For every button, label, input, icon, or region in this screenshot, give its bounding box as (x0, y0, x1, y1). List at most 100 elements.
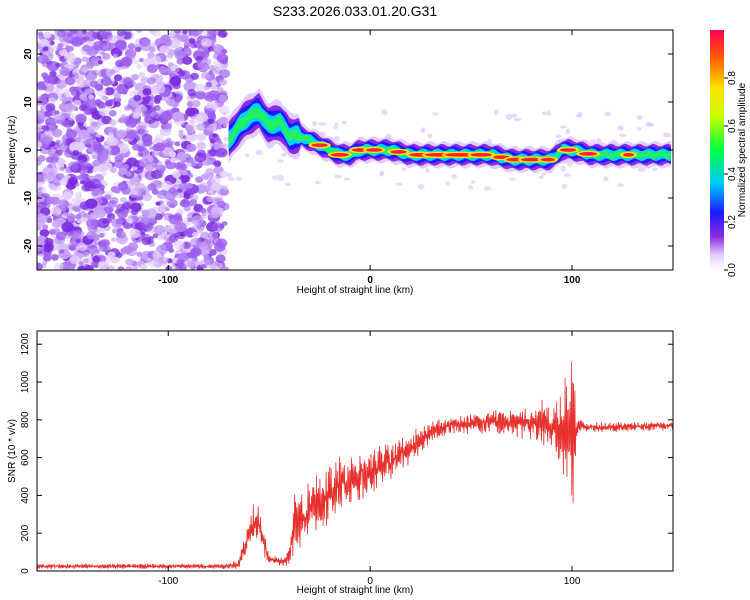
noise-blob (168, 248, 175, 253)
noise-blob (111, 237, 117, 242)
noise-blob (186, 143, 197, 152)
noise-speckle (566, 160, 574, 167)
noise-blob (133, 94, 142, 102)
noise-speckle (401, 167, 406, 171)
noise-blob (191, 231, 199, 238)
noise-blob (62, 262, 75, 270)
noise-blob (158, 65, 167, 74)
colorbar-ticks: 0.0 0.2 0.4 0.6 0.8 (724, 71, 738, 277)
ridge-peak (390, 150, 407, 154)
noise-blob (207, 231, 219, 241)
noise-blob (125, 266, 133, 270)
noise-blob (139, 263, 148, 270)
noise-blob (84, 70, 98, 81)
noise-blob (190, 247, 202, 257)
colorbar-label: Normalized spectral amplitude (737, 82, 748, 217)
noise-blob (171, 170, 182, 179)
noise-speckle (617, 183, 624, 187)
noise-blob (63, 148, 75, 158)
ridge-peak (623, 153, 634, 157)
noise-blob (59, 179, 68, 187)
noise-blob (44, 237, 54, 246)
noise-blob (206, 125, 214, 132)
noise-blob (104, 194, 112, 200)
noise-blob (165, 207, 171, 212)
noise-speckle (332, 125, 339, 129)
noise-blob (146, 256, 159, 268)
noise-speckle (425, 167, 430, 173)
noise-blob (82, 79, 92, 87)
noise-blob (159, 45, 170, 54)
noise-speckle (483, 186, 492, 191)
noise-blob (102, 245, 112, 253)
noise-blob (101, 41, 114, 52)
noise-blob (113, 101, 121, 108)
noise-speckle (222, 111, 228, 116)
snr-frame (36, 330, 674, 572)
noise-blob (63, 51, 75, 61)
noise-blob (98, 107, 109, 116)
noise-blob (80, 173, 88, 179)
noise-blob (98, 232, 105, 238)
noise-blob (144, 95, 152, 102)
noise-blob (144, 170, 157, 181)
noise-blob (51, 128, 63, 138)
noise-speckle (334, 174, 342, 179)
noise-blob (116, 252, 123, 258)
y-tick-label: 0 (20, 568, 31, 574)
y-tick-label: 1000 (20, 370, 31, 393)
noise-blob (94, 98, 102, 105)
spectrogram-plot-area (37, 30, 673, 270)
noise-blob (72, 229, 85, 240)
noise-blob (114, 39, 127, 50)
noise-blob (72, 99, 82, 107)
noise-blob (149, 146, 154, 151)
noise-speckle (511, 113, 518, 118)
noise-blob (107, 251, 116, 259)
noise-speckle (277, 159, 284, 163)
noise-speckle (508, 177, 517, 181)
noise-blob (122, 245, 133, 254)
noise-blob (85, 143, 91, 148)
ridge-peak (540, 157, 556, 162)
noise-blob (42, 136, 52, 145)
noise-blob (182, 56, 193, 65)
noise-speckle (617, 125, 624, 131)
noise-speckle (445, 181, 450, 186)
x-tick-label: 0 (367, 576, 373, 587)
noise-speckle (222, 123, 229, 128)
noise-blob (190, 30, 203, 36)
noise-blob (191, 215, 204, 226)
noise-blob (89, 80, 99, 88)
noise-blob (77, 129, 90, 140)
y-tick-label: 200 (20, 524, 31, 541)
noise-blob (89, 117, 95, 123)
noise-blob (123, 77, 134, 86)
noise-blob (198, 182, 211, 193)
noise-blob (85, 61, 95, 69)
noise-blob (166, 137, 172, 142)
noise-blob (169, 265, 180, 270)
noise-blob (42, 243, 54, 253)
noise-speckle (546, 109, 551, 116)
noise-blob (152, 251, 162, 259)
noise-blob (197, 62, 205, 69)
noise-blob (136, 63, 143, 69)
y-tick-label: -10 (23, 190, 34, 205)
noise-blob (208, 90, 221, 101)
noise-blob (212, 212, 220, 219)
noise-blob (103, 162, 113, 170)
noise-blob (132, 59, 139, 65)
noise-blob (166, 64, 180, 75)
noise-blob (140, 76, 149, 84)
noise-blob (215, 151, 223, 158)
noise-blob (69, 255, 81, 265)
x-tick-label: -100 (158, 275, 178, 286)
noise-blob (120, 56, 133, 67)
noise-blob (51, 219, 62, 228)
noise-blob (112, 53, 119, 59)
noise-blob (49, 40, 55, 46)
noise-blob (122, 90, 128, 95)
noise-blob (93, 143, 105, 153)
noise-blob (113, 74, 123, 82)
